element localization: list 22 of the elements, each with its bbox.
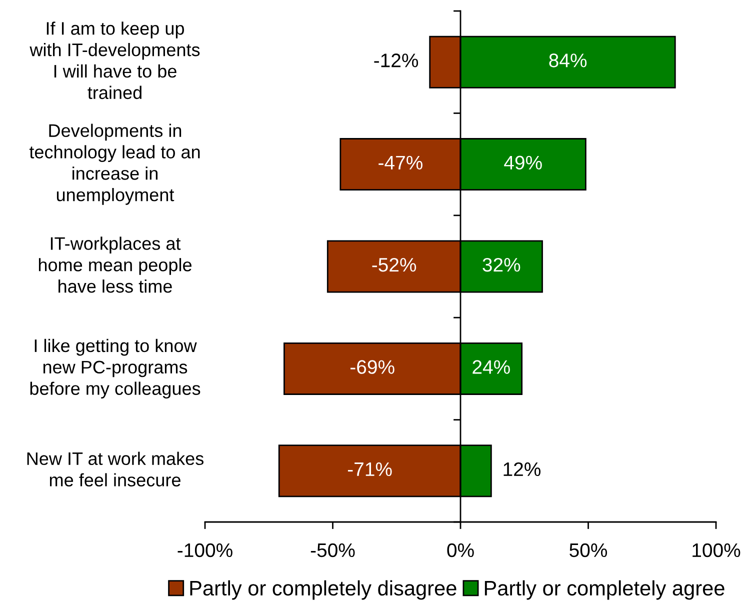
y-tick-label: New IT at work makes me feel insecure [27,452,204,486]
data-label: -69% [350,360,394,374]
x-tick-label: 0% [447,543,474,558]
data-label: 49% [504,156,542,170]
data-label: 84% [549,54,587,68]
data-label: -47% [378,156,422,170]
data-label: 32% [482,258,520,272]
y-tick-label: IT-workplaces at home mean people have less time [38,236,192,293]
legend-label: Partly or completely agree [484,580,724,600]
x-tick-label: 100% [692,543,740,558]
data-label: -52% [372,258,416,272]
x-tick-label: -100% [178,543,232,558]
y-tick-label: I like getting to know new PC-programs before my colleagues [30,338,200,399]
x-tick-label: 50% [570,543,608,558]
y-tick-label: If I am to keep up with IT-developments I will have to be trained [30,22,200,100]
x-tick-label: -50% [310,543,355,558]
data-label: 12% [504,462,540,476]
legend-label: Partly or completely disagree [190,580,456,600]
data-label: 24% [472,360,510,374]
data-label: -71% [348,462,392,476]
y-tick-label: Developments in technology lead to an increase in unemployment [29,124,200,205]
data-label: -12% [374,54,418,68]
